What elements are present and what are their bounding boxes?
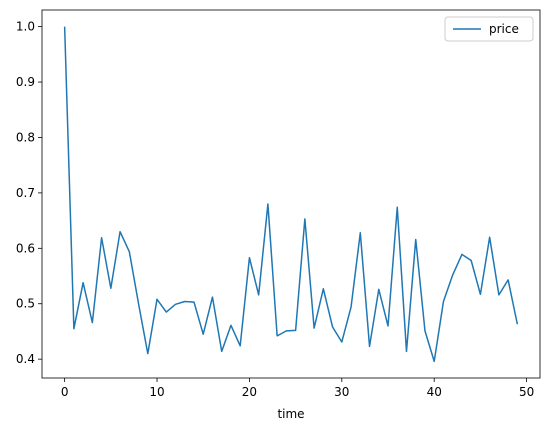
x-tick-label: 10 (149, 385, 164, 399)
legend-box (444, 16, 534, 42)
y-tick-label: 1.0 (16, 20, 35, 34)
y-tick-label: 0.6 (16, 241, 35, 255)
plot-frame (41, 9, 541, 379)
y-tick-label: 0.4 (16, 352, 35, 366)
x-tick-label: 30 (334, 385, 349, 399)
x-tick-label: 40 (427, 385, 442, 399)
x-axis-label: time (277, 407, 304, 421)
y-tick-label: 0.7 (16, 186, 35, 200)
legend-label: price (489, 22, 519, 36)
x-tick-label: 50 (519, 385, 534, 399)
y-tick-label: 0.8 (16, 130, 35, 144)
y-tick-label: 0.9 (16, 75, 35, 89)
y-tick-label: 0.5 (16, 297, 35, 311)
x-tick-label: 20 (242, 385, 257, 399)
price-line (63, 26, 519, 363)
x-tick-label: 0 (61, 385, 69, 399)
